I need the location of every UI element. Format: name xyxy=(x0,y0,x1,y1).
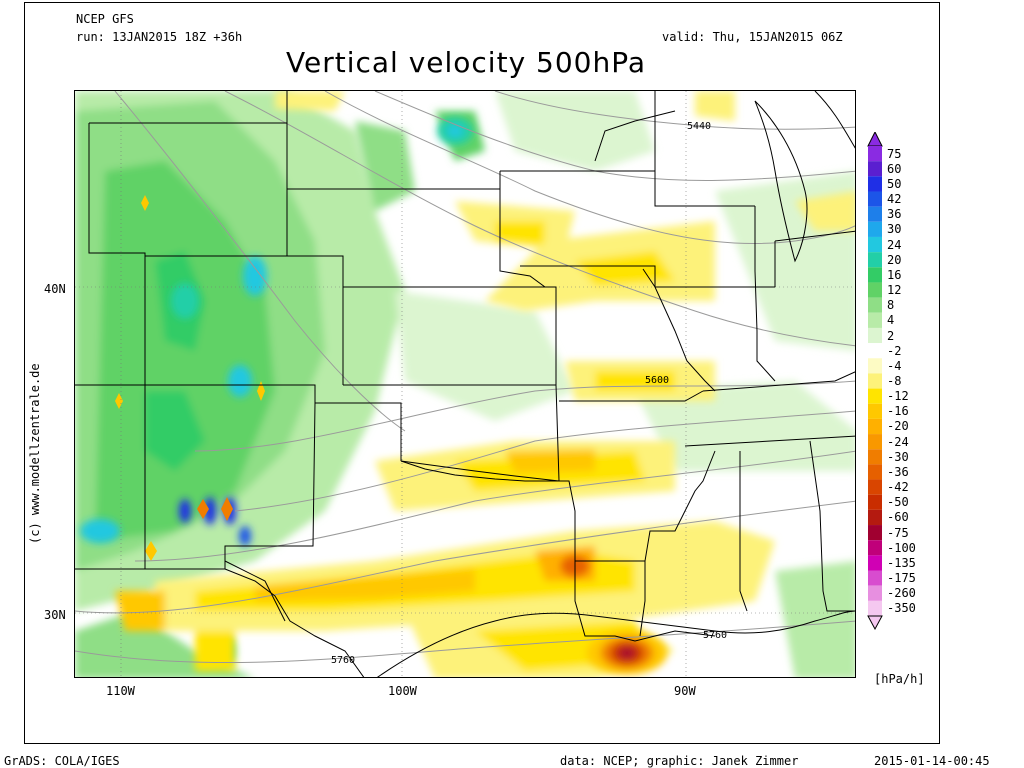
legend-value-label: 8 xyxy=(887,298,895,313)
legend-value-label: -8 xyxy=(887,374,902,388)
legend-value-label: -260 xyxy=(887,586,916,601)
legend-swatch xyxy=(868,221,882,237)
lat-label-40n: 40N xyxy=(44,282,66,296)
legend-swatch xyxy=(868,525,882,541)
legend-value-label: -135 xyxy=(887,555,916,570)
watermark-text: (c) www.modellzentrale.de xyxy=(28,363,42,544)
legend-value-label: 60 xyxy=(887,161,902,176)
legend-swatch xyxy=(868,555,882,571)
legend-value-label: 30 xyxy=(887,222,902,237)
legend-swatch xyxy=(868,570,882,586)
legend-value-label: -16 xyxy=(887,404,909,419)
vertical-velocity-field: 5440 5600 5760 5760 xyxy=(75,91,855,677)
legend-swatch xyxy=(868,267,882,283)
legend-colorbar xyxy=(867,132,883,630)
legend-value-label: 2 xyxy=(887,328,895,343)
legend-value-label: 24 xyxy=(887,237,902,252)
legend-value-label: -2 xyxy=(887,343,902,358)
legend-swatch xyxy=(868,464,882,480)
legend-value-label: -24 xyxy=(887,434,909,449)
legend-value-label: -4 xyxy=(887,358,902,373)
contour-label: 5440 xyxy=(687,121,711,132)
legend-swatch xyxy=(868,343,882,359)
footer-credit-data: data: NCEP; graphic: Janek Zimmer xyxy=(560,754,799,768)
legend-swatch xyxy=(868,434,882,450)
legend-swatch xyxy=(868,373,882,389)
plot-frame xyxy=(24,2,940,744)
legend-value-label: -60 xyxy=(887,510,909,525)
lon-label-100w: 100W xyxy=(388,684,417,698)
legend-swatch xyxy=(868,297,882,313)
legend-swatch xyxy=(868,191,882,207)
legend-arrow-bottom xyxy=(867,615,883,630)
legend-value-label: -20 xyxy=(887,419,909,434)
legend-swatch xyxy=(868,146,882,162)
valid-label: valid: Thu, 15JAN2015 06Z xyxy=(662,30,843,44)
legend-swatch xyxy=(868,494,882,510)
legend-value-label: -42 xyxy=(887,480,909,495)
lat-label-30n: 30N xyxy=(44,608,66,622)
footer-credit-grads: GrADS: COLA/IGES xyxy=(4,754,120,768)
legend-value-label: -100 xyxy=(887,540,916,555)
legend-value-label: -75 xyxy=(887,525,909,540)
legend-value-label: 16 xyxy=(887,267,902,282)
legend-swatch xyxy=(868,236,882,253)
legend-swatch xyxy=(868,206,882,222)
legend-swatch xyxy=(868,403,882,419)
units-label: [hPa/h] xyxy=(874,672,925,686)
legend-swatch xyxy=(868,449,882,465)
legend-value-label: -30 xyxy=(887,449,909,464)
legend-value-label: 50 xyxy=(887,176,902,191)
map-title: Vertical velocity 500hPa xyxy=(286,46,647,79)
legend-swatch xyxy=(868,418,882,435)
lon-label-90w: 90W xyxy=(674,684,696,698)
legend-swatch xyxy=(868,479,882,495)
legend-swatch xyxy=(868,282,882,298)
legend-value-label: -12 xyxy=(887,389,909,404)
color-legend xyxy=(864,132,934,630)
legend-swatch xyxy=(868,252,882,268)
lon-label-110w: 110W xyxy=(106,684,135,698)
legend-arrow-top xyxy=(867,132,883,147)
legend-value-label: 4 xyxy=(887,313,895,328)
run-label: run: 13JAN2015 18Z +36h xyxy=(76,30,243,44)
legend-value-label: -350 xyxy=(887,601,916,616)
legend-value-label: 36 xyxy=(887,207,902,222)
legend-swatch xyxy=(868,176,882,192)
legend-value-label: 42 xyxy=(887,192,902,207)
legend-swatch xyxy=(868,600,882,616)
legend-value-label: 20 xyxy=(887,252,902,267)
footer-timestamp: 2015-01-14-00:45 xyxy=(874,754,990,768)
legend-value-label: -175 xyxy=(887,571,916,586)
legend-value-label: 12 xyxy=(887,283,902,298)
legend-swatch xyxy=(868,358,882,374)
legend-swatch xyxy=(868,540,882,556)
contour-label: 5760 xyxy=(331,655,355,666)
contour-label: 5600 xyxy=(645,375,669,386)
legend-swatch xyxy=(868,327,882,344)
legend-value-label: 75 xyxy=(887,146,902,161)
legend-swatch xyxy=(868,161,882,177)
legend-value-label: -50 xyxy=(887,495,909,510)
legend-value-label: -36 xyxy=(887,464,909,479)
weather-map: 5440 5600 5760 5760 xyxy=(74,90,856,678)
legend-swatch xyxy=(868,509,882,526)
legend-swatch xyxy=(868,585,882,601)
contour-label: 5760 xyxy=(703,630,727,641)
legend-swatch xyxy=(868,312,882,328)
legend-swatch xyxy=(868,388,882,404)
model-label: NCEP GFS xyxy=(76,12,134,26)
